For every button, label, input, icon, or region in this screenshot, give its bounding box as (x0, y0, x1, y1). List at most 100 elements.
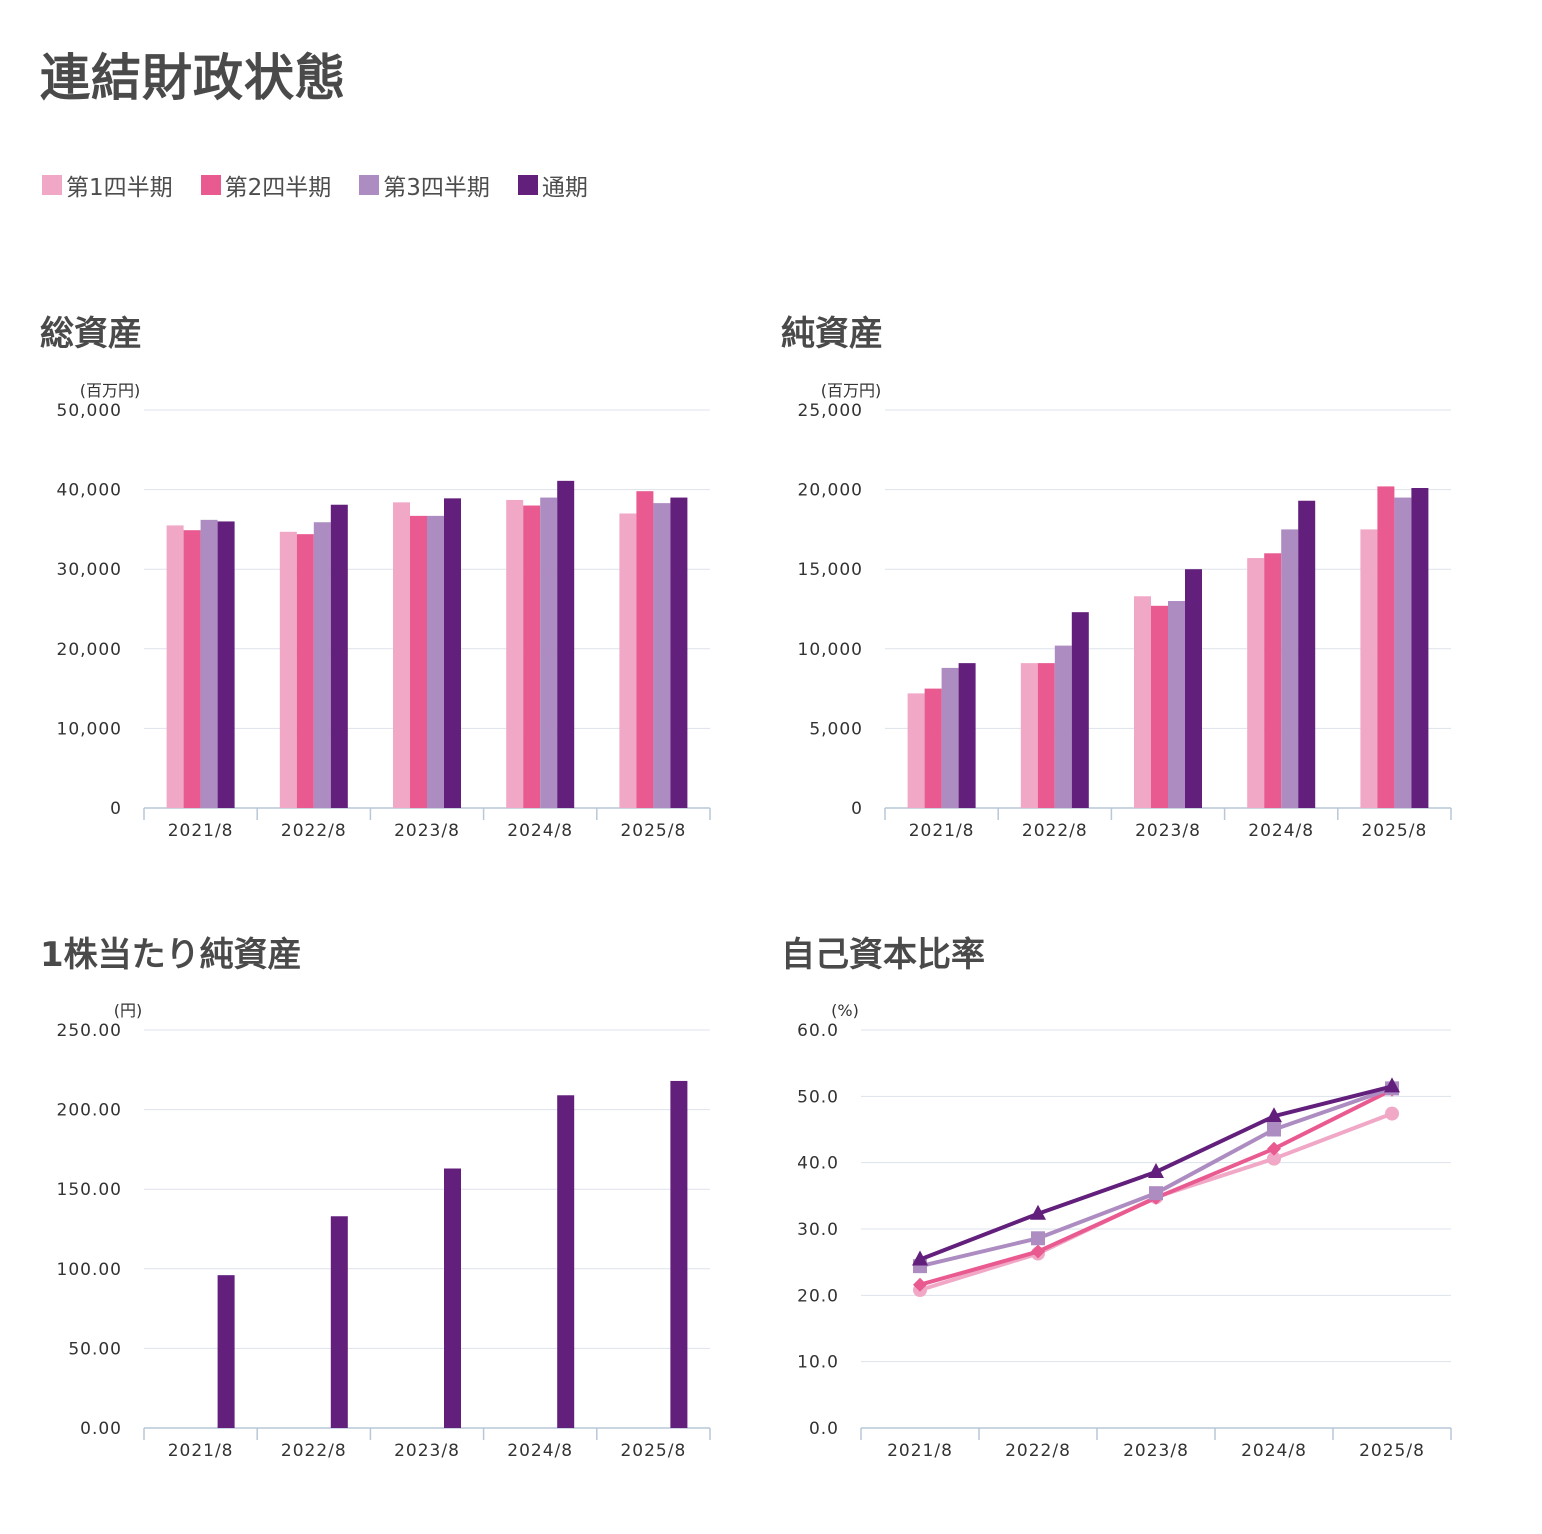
x-tick-label: 2024/8 (507, 1441, 573, 1461)
y-tick-label: 10,000 (798, 640, 863, 660)
unit-label: (百万円) (821, 381, 882, 400)
legend-label-q1: 第1四半期 (66, 175, 173, 201)
y-tick-label: 30.0 (797, 1220, 839, 1240)
unit-label: (%) (831, 1001, 859, 1020)
x-tick-label: 2023/8 (394, 821, 460, 841)
data-point (1149, 1186, 1163, 1201)
y-tick-label: 0.00 (80, 1419, 122, 1439)
bar (1247, 558, 1265, 808)
bar (330, 1216, 348, 1428)
y-tick-label: 20,000 (57, 640, 122, 660)
bar (1054, 645, 1072, 808)
x-tick-label: 2025/8 (1361, 821, 1427, 841)
bar (636, 491, 654, 808)
x-tick-label: 2023/8 (1135, 821, 1201, 841)
bar (1360, 529, 1378, 808)
bar (506, 499, 524, 808)
data-point (1031, 1244, 1045, 1259)
y-tick-label: 0 (851, 799, 863, 819)
bar (444, 498, 461, 808)
x-tick-label: 2021/8 (909, 821, 975, 841)
y-tick-label: 40.0 (797, 1154, 839, 1174)
bar (653, 503, 671, 808)
bar (410, 515, 427, 808)
bar (183, 530, 201, 808)
data-point (912, 1250, 928, 1266)
legend-item-q3[interactable]: 第3四半期 (359, 168, 490, 202)
x-tick-label: 2021/8 (168, 821, 234, 841)
bar (279, 531, 297, 808)
bar (670, 497, 688, 808)
chart-title-equity-ratio: 自己資本比率 (781, 935, 985, 975)
y-tick-label: 40,000 (57, 481, 122, 501)
page-title: 連結財政状態 (40, 49, 346, 107)
bar (540, 497, 558, 808)
chart-title-net-assets: 純資産 (781, 314, 883, 354)
y-tick-label: 200.00 (57, 1101, 122, 1121)
bar (1071, 612, 1089, 808)
legend-swatch-q2 (200, 175, 221, 195)
x-tick-label: 2024/8 (1241, 1441, 1307, 1461)
y-tick-label: 5,000 (809, 719, 863, 739)
legend: 第1四半期 第2四半期 第3四半期 通期 (42, 168, 588, 202)
legend-item-q1[interactable]: 第1四半期 (42, 168, 173, 202)
bar (1168, 601, 1185, 808)
bar (1020, 663, 1038, 808)
y-tick-label: 0 (110, 799, 122, 819)
legend-swatch-q3 (359, 175, 380, 195)
bar (941, 667, 959, 808)
x-tick-label: 2025/8 (620, 821, 686, 841)
data-point (1385, 1106, 1399, 1121)
x-tick-label: 2023/8 (1123, 1441, 1189, 1461)
legend-label-q2: 第2四半期 (224, 175, 332, 201)
legend-item-fy[interactable]: 通期 (517, 168, 588, 202)
equity-ratio-chart: (%) 0.0 10.0 20.0 30.0 40.0 50.0 60.0 2021/8 2022… (797, 1001, 1452, 1461)
x-tick-label: 2022/8 (281, 821, 347, 841)
data-point (1384, 1077, 1400, 1093)
x-tick-label: 2025/8 (1359, 1441, 1425, 1461)
data-point (1266, 1107, 1282, 1123)
y-tick-label: 50.0 (797, 1087, 839, 1107)
data-point (1148, 1162, 1164, 1178)
bar (166, 525, 184, 808)
y-tick-label: 0.0 (809, 1419, 839, 1439)
bar (313, 522, 331, 808)
legend-swatch-q1 (42, 175, 62, 195)
net-assets-chart: (百万円) 0 5,000 10,000 15,000 20,000 25,000 2021/… (798, 381, 1452, 841)
data-point (1030, 1204, 1046, 1220)
x-tick-label: 2022/8 (1005, 1441, 1071, 1461)
bar (619, 513, 637, 808)
bar (1377, 486, 1395, 808)
x-tick-label: 2022/8 (281, 1441, 347, 1461)
bps-chart: (円) 0.00 50.00 100.00 150.00 200.00 250.00 2021… (57, 1001, 711, 1461)
bar (1134, 596, 1151, 808)
y-tick-label: 150.00 (57, 1180, 122, 1200)
y-tick-label: 10,000 (57, 719, 122, 739)
y-tick-label: 250.00 (57, 1021, 122, 1041)
y-tick-label: 20.0 (797, 1286, 839, 1306)
chart-title-bps: 1株当たり純資産 (40, 935, 302, 975)
bar (557, 1095, 575, 1428)
bar (907, 693, 925, 808)
legend-item-q2[interactable]: 第2四半期 (200, 168, 332, 202)
bar (393, 502, 410, 808)
x-tick-label: 2023/8 (394, 1441, 460, 1461)
bar (296, 534, 314, 808)
x-tick-label: 2022/8 (1022, 821, 1088, 841)
total-assets-chart: (百万円) 0 10,000 20,000 30,000 40,000 50,000 2021… (57, 381, 711, 841)
bar (924, 688, 942, 808)
bar (670, 1080, 688, 1428)
data-point (1267, 1122, 1281, 1137)
x-tick-label: 2024/8 (507, 821, 573, 841)
bar (1264, 553, 1282, 808)
data-point (1267, 1141, 1281, 1156)
bar (217, 521, 235, 808)
bar (1151, 605, 1168, 808)
y-tick-label: 100.00 (57, 1260, 122, 1280)
x-tick-label: 2024/8 (1248, 821, 1314, 841)
data-point (1267, 1151, 1281, 1166)
bar (958, 663, 976, 808)
y-tick-label: 50.00 (68, 1339, 122, 1359)
y-tick-label: 60.0 (797, 1021, 839, 1041)
bar (444, 1168, 461, 1428)
